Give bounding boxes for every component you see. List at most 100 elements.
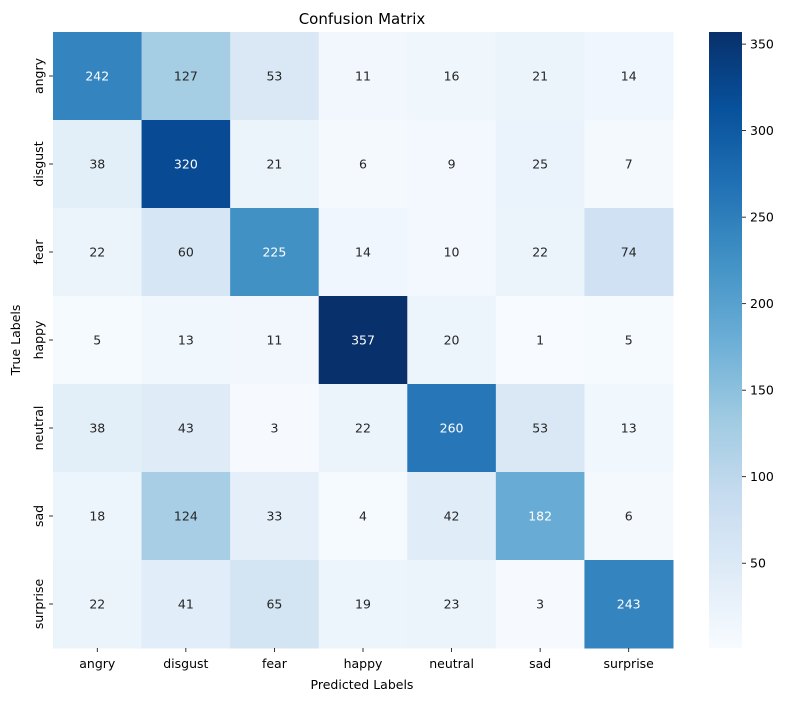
cell-value-label: 22 xyxy=(89,245,105,260)
cell-value-label: 38 xyxy=(89,157,105,172)
x-tick-label: happy xyxy=(344,656,383,671)
heatmap-cell xyxy=(495,32,585,121)
heatmap-cell xyxy=(584,560,674,649)
colorbar-axis: 50 100 150 200 250 300 350 xyxy=(742,37,774,571)
cell-value-label: 4 xyxy=(359,509,367,524)
y-tick-label: happy xyxy=(31,320,46,359)
cell-value-label: 53 xyxy=(532,421,548,436)
cell-value-label: 3 xyxy=(270,421,278,436)
cell-value-label: 225 xyxy=(262,245,286,260)
cell-value-label: 60 xyxy=(178,245,194,260)
heatmap-cell xyxy=(230,384,320,473)
cell-value-label: 124 xyxy=(174,509,198,524)
heatmap-cell xyxy=(141,120,231,209)
heatmap-cell xyxy=(230,32,320,121)
cell-value-label: 33 xyxy=(266,509,282,524)
heatmap-cell xyxy=(407,472,497,561)
heatmap-cell xyxy=(53,296,143,385)
y-tick-label: sad xyxy=(31,505,46,527)
cell-value-label: 21 xyxy=(532,69,548,84)
x-axis: angry disgust fear happy neutral sad surprise xyxy=(79,648,654,671)
heatmap-cell xyxy=(495,472,585,561)
y-tick-label: neutral xyxy=(31,406,46,451)
heatmap-cell xyxy=(407,560,497,649)
x-axis-label: Predicted Labels xyxy=(311,677,414,692)
cell-value-label: 243 xyxy=(617,597,641,612)
cell-value-label: 9 xyxy=(448,157,456,172)
colorbar-tick-label: 100 xyxy=(750,469,774,484)
heatmap-cell xyxy=(584,32,674,121)
chart-title: Confusion Matrix xyxy=(299,10,426,28)
cell-value-label: 43 xyxy=(178,421,194,436)
heatmap-cell xyxy=(495,560,585,649)
heatmap-cell xyxy=(495,208,585,297)
heatmap-cell xyxy=(230,472,320,561)
heatmap-cell xyxy=(318,384,408,473)
y-tick-label: fear xyxy=(31,239,46,265)
x-tick-label: surprise xyxy=(604,656,655,671)
heatmap-cell xyxy=(495,384,585,473)
cell-value-label: 13 xyxy=(178,333,194,348)
cell-value-label: 5 xyxy=(93,333,101,348)
heatmap-cell xyxy=(407,208,497,297)
heatmap-cell xyxy=(53,120,143,209)
heatmap-cell xyxy=(495,120,585,209)
cell-value-label: 21 xyxy=(266,157,282,172)
heatmap-cell xyxy=(407,120,497,209)
cell-value-label: 260 xyxy=(440,421,464,436)
heatmap-cell xyxy=(53,384,143,473)
colorbar-tick-label: 300 xyxy=(750,123,774,138)
cell-value-label: 53 xyxy=(266,69,282,84)
cell-value-label: 11 xyxy=(355,69,371,84)
cell-value-label: 16 xyxy=(444,69,460,84)
cell-value-label: 38 xyxy=(89,421,105,436)
cell-value-label: 74 xyxy=(621,245,637,260)
cell-value-label: 182 xyxy=(528,509,552,524)
heatmap-cell xyxy=(53,472,143,561)
cell-value-label: 42 xyxy=(444,509,460,524)
cell-value-label: 6 xyxy=(625,509,633,524)
heatmap-cell xyxy=(318,472,408,561)
heatmap-cell xyxy=(141,296,231,385)
heatmap-cell xyxy=(318,296,408,385)
y-axis: angry disgust fear happy neutral sad surprise xyxy=(31,57,53,629)
y-tick-label: disgust xyxy=(31,141,46,186)
cell-value-label: 1 xyxy=(536,333,544,348)
cell-value-label: 23 xyxy=(444,597,460,612)
heatmap-cell xyxy=(584,384,674,473)
heatmap-cell xyxy=(318,32,408,121)
cell-value-label: 22 xyxy=(89,597,105,612)
cell-value-label: 357 xyxy=(351,333,375,348)
cell-value-label: 13 xyxy=(621,421,637,436)
heatmap-cell xyxy=(53,32,143,121)
cell-value-label: 18 xyxy=(89,509,105,524)
x-tick-label: sad xyxy=(529,656,551,671)
cell-value-label: 11 xyxy=(266,333,282,348)
heatmap-cell xyxy=(230,296,320,385)
heatmap-cell xyxy=(141,472,231,561)
heatmap-cell xyxy=(141,208,231,297)
cell-value-label: 20 xyxy=(444,333,460,348)
cell-value-label: 242 xyxy=(85,69,109,84)
heatmap-cell xyxy=(141,384,231,473)
y-tick-label: surprise xyxy=(31,579,46,630)
cell-value-label: 25 xyxy=(532,157,548,172)
heatmap-cell xyxy=(584,120,674,209)
x-tick-label: fear xyxy=(262,656,288,671)
heatmap-cell xyxy=(53,208,143,297)
heatmap-cell xyxy=(584,472,674,561)
cell-value-label: 65 xyxy=(266,597,282,612)
heatmap-cell xyxy=(495,296,585,385)
heatmap-cell xyxy=(584,208,674,297)
heatmap-cell xyxy=(53,560,143,649)
heatmap-cell xyxy=(230,208,320,297)
cell-value-label: 320 xyxy=(174,157,198,172)
x-tick-label: angry xyxy=(79,656,116,671)
y-axis-label: True Labels xyxy=(8,305,23,377)
heatmap-cell xyxy=(407,296,497,385)
cell-value-label: 7 xyxy=(625,157,633,172)
cell-value-label: 127 xyxy=(174,69,198,84)
heatmap-cell xyxy=(407,32,497,121)
